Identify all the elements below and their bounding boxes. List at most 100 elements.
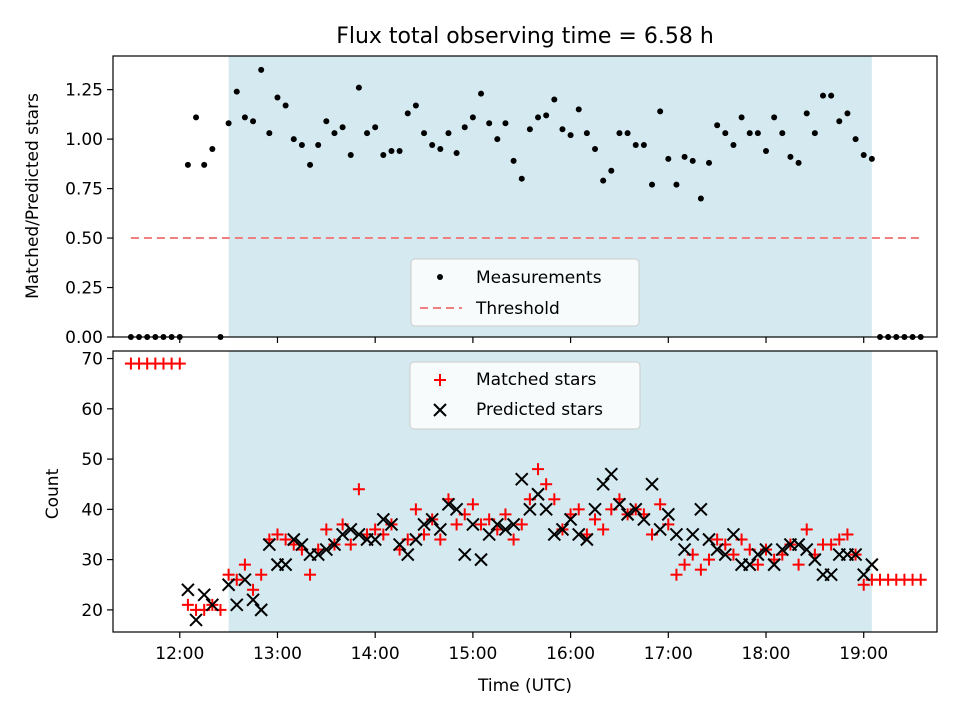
predicted-star-point	[702, 532, 716, 547]
predicted-star-point	[857, 567, 871, 582]
measurement-point	[526, 126, 533, 133]
measurement-point	[649, 181, 656, 188]
measurement-point	[657, 108, 664, 115]
measurement-point	[445, 130, 452, 137]
measurement-point	[746, 130, 753, 137]
predicted-star-point	[677, 542, 692, 557]
matched-star-point	[222, 568, 235, 581]
x-tick-label: 13:00	[253, 644, 302, 664]
bottom-y-tick-label: 30	[81, 551, 103, 571]
matched-star-point	[279, 533, 292, 546]
x-tick-label: 15:00	[448, 644, 497, 664]
predicted-star-point	[344, 522, 358, 537]
bottom-panel-frame	[112, 350, 938, 633]
top-panel-axes: 0.00 0.25 0.50 0.75 1.00 1.25	[65, 81, 865, 348]
matched-star-point	[499, 508, 512, 521]
predicted-star-point	[376, 512, 391, 527]
legend-marker-matched	[434, 374, 446, 386]
top-legend-box	[410, 258, 640, 327]
measurement-point	[697, 195, 704, 202]
top-legend: Measurements Threshold	[410, 258, 640, 327]
measurement-point	[714, 122, 721, 129]
predicted-star-point	[848, 547, 863, 562]
predicted-star-point	[572, 527, 586, 542]
measurement-point	[681, 153, 688, 160]
measurement-point	[510, 157, 517, 164]
legend-label-matched: Matched stars	[476, 370, 596, 390]
measurement-point	[860, 151, 867, 158]
measurement-point	[779, 130, 786, 137]
measurement-point	[811, 130, 818, 137]
predicted-star-point	[645, 477, 659, 491]
matched-star-point	[255, 568, 268, 581]
predicted-star-point	[474, 552, 488, 567]
bottom-panel: 20 30 40 50 60 70 12:00 13:00 14:00 15:00 16:00 17:…	[43, 350, 938, 696]
measurement-point	[372, 124, 379, 131]
predicted-star-point	[865, 557, 879, 572]
matched-star-point	[572, 503, 585, 516]
matched-star-point	[703, 553, 716, 566]
measurement-point	[323, 118, 330, 125]
measurement-point	[412, 102, 419, 109]
measurement-point	[535, 114, 542, 121]
predicted-star-point	[563, 512, 578, 527]
predicted-star-point	[555, 522, 570, 537]
matched-star-point	[238, 558, 251, 571]
matched-star-point	[271, 528, 284, 541]
measurement-point	[567, 132, 574, 139]
measurement-point	[225, 120, 232, 127]
measurement-point	[803, 110, 810, 117]
measurement-point	[421, 130, 428, 137]
measurement-point	[380, 151, 387, 158]
predicted-star-point	[197, 588, 211, 602]
predicted-star-point	[319, 542, 334, 557]
top-panel: 0.00 0.25 0.50 0.75 1.00 1.25 Matched/Predict…	[23, 55, 938, 348]
predicted-star-point	[767, 557, 781, 572]
measurement-point	[307, 161, 314, 168]
measurement-point	[494, 136, 501, 143]
predicted-star-point	[710, 542, 724, 557]
x-tick-label: 16:00	[546, 644, 595, 664]
measurement-point	[592, 146, 599, 153]
measurement-point	[616, 130, 623, 137]
predicted-star-point	[287, 532, 301, 547]
matched-star-point	[532, 463, 545, 476]
predicted-star-point	[449, 502, 464, 517]
measurement-point	[274, 94, 281, 101]
matched-star-point	[466, 498, 479, 511]
matched-star-point	[247, 583, 260, 596]
predicted-star-point	[262, 537, 277, 552]
matched-star-point	[597, 523, 610, 536]
predicted-star-point	[661, 507, 676, 522]
measurement-point	[559, 126, 566, 133]
measurement-point	[575, 106, 582, 113]
bottom-legend: Matched stars Predicted stars	[409, 361, 641, 430]
measurement-point	[298, 142, 305, 149]
top-panel-marks	[127, 66, 924, 340]
predicted-star-point	[629, 502, 643, 517]
predicted-star-point	[311, 547, 325, 562]
bottom-legend-box	[409, 361, 641, 430]
matched-star-point	[320, 523, 333, 536]
x-tick-label: 17:00	[644, 644, 693, 664]
measurement-point	[315, 142, 322, 149]
x-axis-label: Time (UTC)	[477, 676, 572, 696]
matched-star-point	[304, 568, 317, 581]
bottom-y-tick-label: 70	[81, 350, 103, 370]
predicted-star-point	[580, 532, 594, 547]
predicted-star-point	[515, 472, 529, 486]
measurement-point	[502, 120, 509, 127]
predicted-star-point	[295, 537, 309, 552]
measurement-point	[258, 66, 265, 73]
predicted-star-point	[181, 583, 195, 597]
measurement-point	[331, 130, 338, 137]
measurement-point	[282, 102, 289, 109]
matched-star-point	[751, 558, 764, 571]
measurement-point	[193, 114, 200, 121]
measurement-point	[290, 136, 297, 143]
predicted-star-point	[392, 537, 407, 552]
predicted-star-point	[401, 547, 415, 562]
predicted-star-point	[718, 547, 733, 562]
measurement-point	[339, 124, 346, 131]
